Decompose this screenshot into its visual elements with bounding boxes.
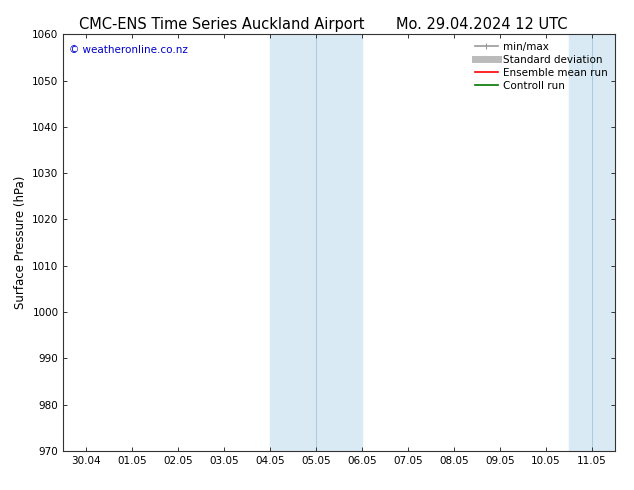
Bar: [270, 34, 316, 451]
Bar: [569, 34, 592, 451]
Text: Mo. 29.04.2024 12 UTC: Mo. 29.04.2024 12 UTC: [396, 17, 567, 32]
Legend: min/max, Standard deviation, Ensemble mean run, Controll run: min/max, Standard deviation, Ensemble me…: [470, 37, 612, 95]
Text: CMC-ENS Time Series Auckland Airport: CMC-ENS Time Series Auckland Airport: [79, 17, 365, 32]
Text: © weatheronline.co.nz: © weatheronline.co.nz: [69, 45, 188, 55]
Bar: [316, 34, 362, 451]
Bar: [592, 34, 615, 451]
Y-axis label: Surface Pressure (hPa): Surface Pressure (hPa): [14, 176, 27, 309]
